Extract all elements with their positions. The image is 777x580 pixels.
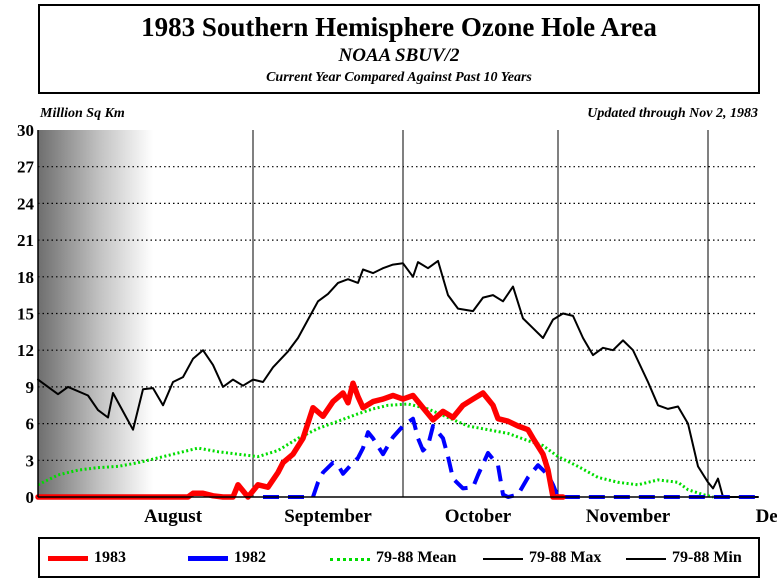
y-tick-label: 30: [17, 121, 34, 140]
month-label: Decem: [756, 506, 777, 527]
legend-swatch: [330, 558, 370, 561]
month-label: August: [144, 506, 203, 527]
month-label: October: [445, 506, 512, 527]
month-label: November: [586, 506, 671, 527]
y-tick-label: 9: [26, 378, 35, 397]
legend-swatch: [48, 556, 88, 561]
series-line-1983: [35, 380, 566, 500]
y-tick-label: 21: [17, 231, 34, 250]
legend-label: 1983: [94, 549, 126, 566]
y-tick-label: 3: [26, 451, 35, 470]
y-tick-label: 18: [17, 268, 34, 287]
title-box: 1983 Southern Hemisphere Ozone Hole Area…: [38, 4, 760, 94]
y-axis-unit-label: Million Sq Km: [40, 106, 125, 121]
series-line-max: [37, 259, 759, 498]
month-label: September: [284, 506, 372, 527]
y-tick-label: 24: [17, 194, 35, 213]
legend-label: 79-88 Mean: [376, 549, 457, 566]
legend: 1983 1982 79-88 Mean 79-88 Max 79-88 Min: [38, 537, 760, 578]
y-tick-label: 12: [17, 341, 34, 360]
y-tick-label: 15: [17, 305, 34, 324]
y-tick-label: 0: [26, 488, 35, 507]
legend-label: 1982: [234, 549, 266, 566]
chart-subtitle: NOAA SBUV/2: [338, 45, 460, 66]
series-line-mean: [37, 402, 714, 499]
y-tick-label: 6: [26, 415, 35, 434]
legend-swatch: [626, 558, 666, 560]
ozone-chart: 0 3 6 9 12 15 18 21 24 27 30 August September October…: [17, 121, 777, 527]
chart-subsubtitle: Current Year Compared Against Past 10 Ye…: [266, 70, 532, 85]
shaded-band: [38, 130, 153, 497]
legend-swatch: [188, 556, 228, 561]
updated-label: Updated through Nov 2, 1983: [587, 106, 758, 121]
legend-label: 79-88 Max: [529, 549, 602, 566]
chart-title: 1983 Southern Hemisphere Ozone Hole Area: [141, 12, 657, 42]
legend-swatch: [483, 558, 523, 560]
legend-label: 79-88 Min: [672, 549, 742, 566]
y-tick-label: 27: [17, 158, 35, 177]
series-line-1982: [263, 416, 758, 499]
